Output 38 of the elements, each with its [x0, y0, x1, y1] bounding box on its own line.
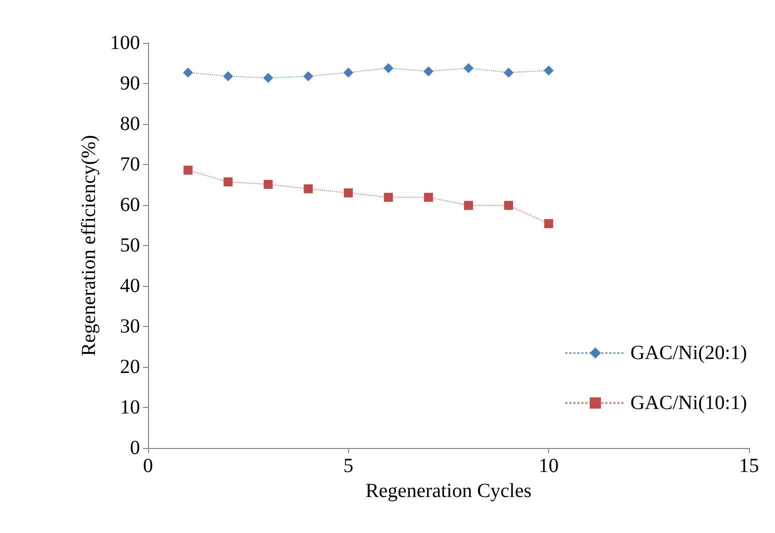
x-axis-title: Regeneration Cycles [365, 480, 532, 502]
point [343, 68, 354, 78]
point [464, 200, 474, 210]
y-tick-label: 0 [130, 437, 140, 459]
y-tick-label: 90 [120, 72, 140, 94]
point [183, 68, 194, 78]
point [303, 71, 314, 82]
y-tick-label: 80 [120, 113, 140, 135]
y-tick-label: 30 [120, 316, 140, 338]
point [384, 192, 393, 202]
x-tick-label: 5 [343, 455, 354, 477]
y-tick-label: 60 [120, 194, 140, 216]
point [264, 180, 273, 189]
point [223, 71, 234, 82]
y-tick-label: 40 [120, 275, 140, 297]
y-tick-label: 50 [120, 234, 140, 256]
y-axis-title: Regeneration efficiency(%) [78, 134, 100, 356]
x-tick-label: 10 [538, 455, 559, 477]
point [263, 72, 274, 83]
y-tick-label: 10 [120, 396, 140, 418]
legend-label: GAC/Ni(10:1) [630, 392, 748, 414]
point [344, 188, 353, 198]
point [304, 184, 313, 194]
y-tick-label: 70 [120, 154, 140, 176]
point [544, 66, 554, 76]
point [383, 63, 394, 74]
point [464, 63, 474, 74]
point [423, 66, 434, 76]
point [504, 68, 514, 78]
y-tick-label: 20 [120, 356, 140, 378]
point [544, 219, 554, 228]
point [424, 192, 433, 202]
point [224, 177, 233, 186]
point [504, 200, 514, 210]
legend-label: GAC/Ni(20:1) [630, 342, 748, 364]
y-tick-label: 100 [110, 32, 140, 54]
point [184, 166, 193, 175]
x-tick-label: 15 [739, 455, 759, 477]
